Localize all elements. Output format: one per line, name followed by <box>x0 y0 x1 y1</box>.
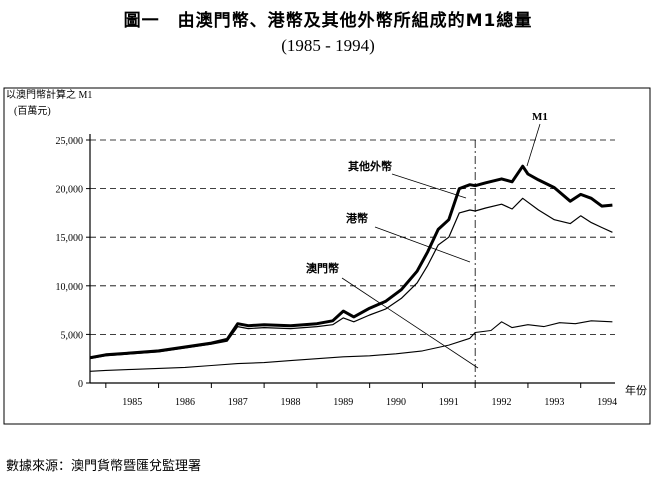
x-tick-label: 1992 <box>492 397 512 408</box>
y-tick-label: 0 <box>78 379 83 390</box>
x-tick-label: 1987 <box>228 397 248 408</box>
x-tick-label: 1993 <box>544 397 564 408</box>
annotation-other-currencies-leader <box>391 173 467 199</box>
x-tick-label: 1985 <box>122 397 142 408</box>
x-tick-label: 1991 <box>439 397 459 408</box>
y-axis-unit: (百萬元) <box>14 104 51 117</box>
y-tick-label: 10,000 <box>56 282 84 293</box>
x-tick-label: 1994 <box>597 397 617 408</box>
page-subtitle: (1985 - 1994) <box>281 36 375 55</box>
annotation-other-currencies: 其他外幣 <box>348 159 392 173</box>
x-axis-label: 年份 <box>625 383 647 397</box>
series-line-mop <box>89 320 613 372</box>
y-axis-label: 以澳門幣計算之 M1 <box>6 88 92 101</box>
annotation-hkd: 港幣 <box>346 211 368 225</box>
x-tick-label: 1988 <box>281 397 301 408</box>
y-tick-label: 5,000 <box>61 330 84 341</box>
x-tick-label: 1989 <box>333 397 353 408</box>
chart-frame <box>3 87 651 425</box>
series-line-hkd <box>89 197 613 360</box>
annotation-m1: M1 <box>532 111 548 123</box>
data-source-note: 數據來源：澳門貨幣暨匯兌監理署 <box>6 459 202 474</box>
x-tick-label: 1986 <box>175 397 195 408</box>
annotation-hkd-leader <box>374 226 471 263</box>
annotation-mop-leader <box>341 277 479 369</box>
y-tick-label: 15,000 <box>56 233 84 244</box>
x-tick-label: 1990 <box>386 397 406 408</box>
annotation-mop: 澳門幣 <box>306 261 339 275</box>
page-title: 圖一 由澳門幣、港幣及其他外幣所組成的M1總量 <box>123 11 533 31</box>
annotation-m1-leader <box>526 123 541 167</box>
y-tick-label: 25,000 <box>56 136 84 147</box>
y-tick-label: 20,000 <box>56 185 84 196</box>
series-line-m1 <box>89 164 613 360</box>
